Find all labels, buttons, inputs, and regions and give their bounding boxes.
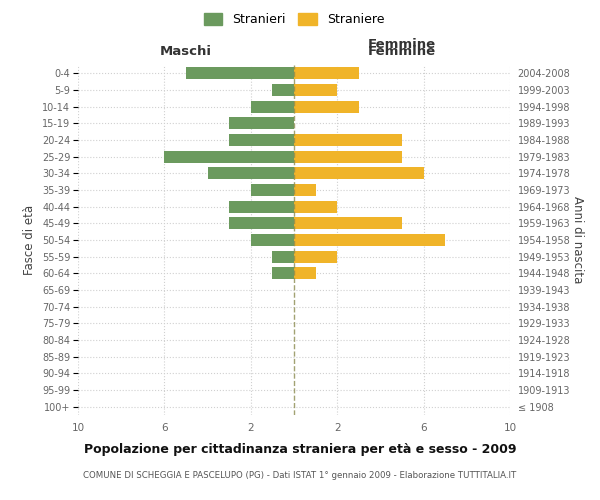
- Text: Maschi: Maschi: [160, 45, 212, 58]
- Bar: [294, 184, 316, 196]
- Y-axis label: Fasce di età: Fasce di età: [23, 205, 37, 275]
- Bar: [294, 268, 316, 280]
- Bar: [208, 168, 294, 179]
- Bar: [272, 250, 294, 262]
- Bar: [229, 218, 294, 230]
- Bar: [294, 200, 337, 212]
- Text: Popolazione per cittadinanza straniera per età e sesso - 2009: Popolazione per cittadinanza straniera p…: [84, 442, 516, 456]
- Bar: [294, 168, 424, 179]
- Bar: [229, 200, 294, 212]
- Bar: [229, 134, 294, 146]
- Bar: [294, 250, 337, 262]
- Text: COMUNE DI SCHEGGIA E PASCELUPO (PG) - Dati ISTAT 1° gennaio 2009 - Elaborazione : COMUNE DI SCHEGGIA E PASCELUPO (PG) - Da…: [83, 471, 517, 480]
- Bar: [294, 234, 445, 246]
- Y-axis label: Anni di nascita: Anni di nascita: [571, 196, 584, 284]
- Bar: [294, 68, 359, 80]
- Bar: [294, 218, 402, 230]
- Text: Femmine: Femmine: [368, 45, 436, 58]
- Bar: [294, 134, 402, 146]
- Bar: [294, 84, 337, 96]
- Bar: [272, 84, 294, 96]
- Bar: [251, 100, 294, 112]
- Bar: [229, 118, 294, 130]
- Bar: [294, 150, 402, 162]
- Bar: [251, 234, 294, 246]
- Bar: [164, 150, 294, 162]
- Legend: Stranieri, Straniere: Stranieri, Straniere: [199, 8, 389, 31]
- Bar: [251, 184, 294, 196]
- Bar: [294, 100, 359, 112]
- Text: Femmine: Femmine: [368, 38, 436, 51]
- Bar: [186, 68, 294, 80]
- Bar: [272, 268, 294, 280]
